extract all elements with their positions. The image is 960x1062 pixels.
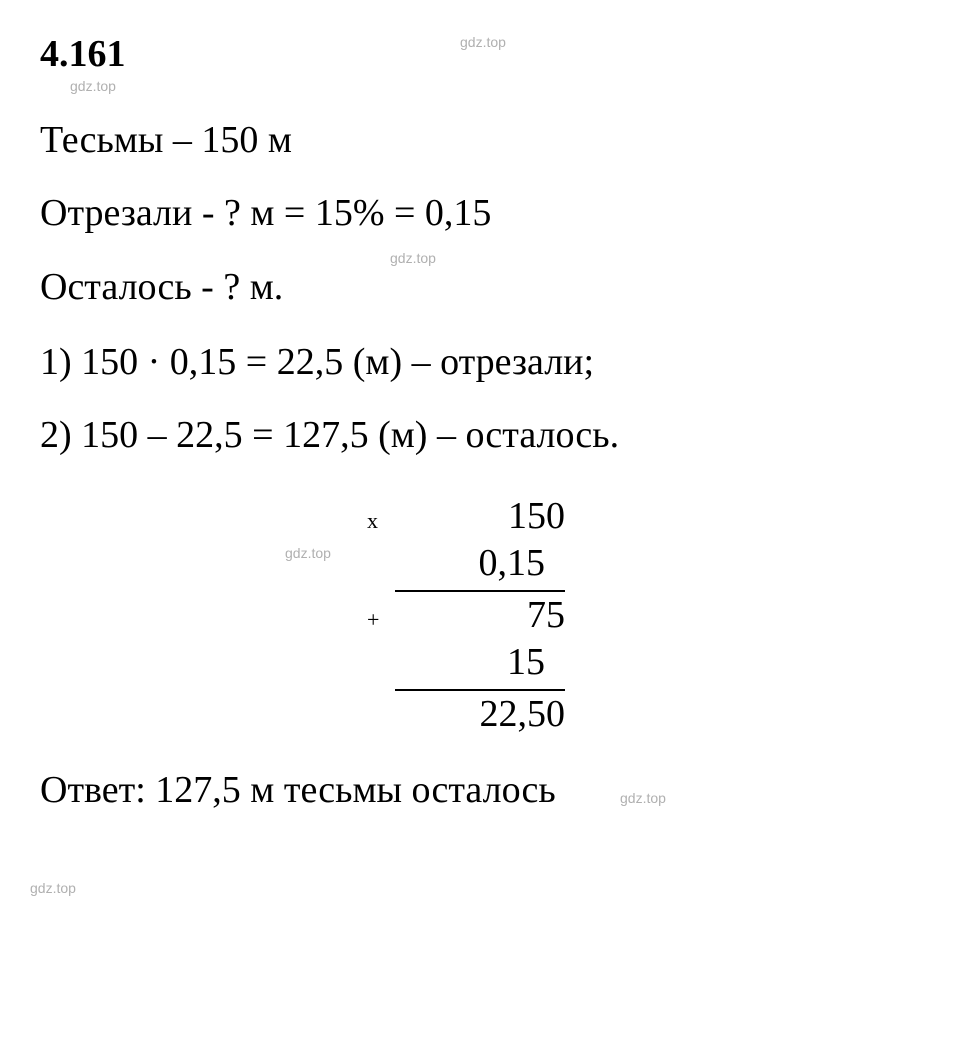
given-line-1: Тесьмы – 150 м (40, 116, 920, 165)
solution-step-2: 2) 150 – 22,5 = 127,5 (м) – осталось. (40, 409, 920, 462)
watermark-mid: gdz.top (390, 250, 436, 266)
watermark-calc-left: gdz.top (285, 545, 331, 563)
multiply-symbol: х (367, 507, 378, 535)
partial-product-1: 75 (395, 592, 565, 640)
multiplication-calculation: х 150 gdz.top 0,15 + 75 15 22,50 (395, 493, 565, 739)
answer-text: Ответ: 127,5 м тесьмы осталось (40, 768, 920, 812)
watermark-calc-right: gdz.top (620, 790, 666, 806)
watermark-top: gdz.top (460, 34, 506, 50)
watermark-under-number: gdz.top (70, 78, 116, 94)
given-line-2: Отрезали - ? м = 15% = 0,15 (40, 189, 920, 238)
multiplier: 0,15 (395, 540, 565, 592)
given-line-3: Осталось - ? м. (40, 263, 920, 312)
partial-product-2: 15 (395, 639, 565, 691)
plus-symbol: + (367, 606, 379, 634)
multiplicand: 150 (395, 493, 565, 541)
product-result: 22,50 (395, 691, 565, 739)
solution-step-1: 1) 150 · 0,15 = 22,5 (м) – отрезали; (40, 336, 920, 389)
watermark-bottom-left: gdz.top (30, 880, 76, 896)
